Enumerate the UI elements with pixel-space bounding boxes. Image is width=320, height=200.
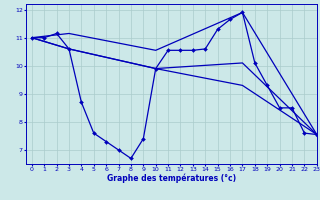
X-axis label: Graphe des températures (°c): Graphe des températures (°c): [107, 173, 236, 183]
